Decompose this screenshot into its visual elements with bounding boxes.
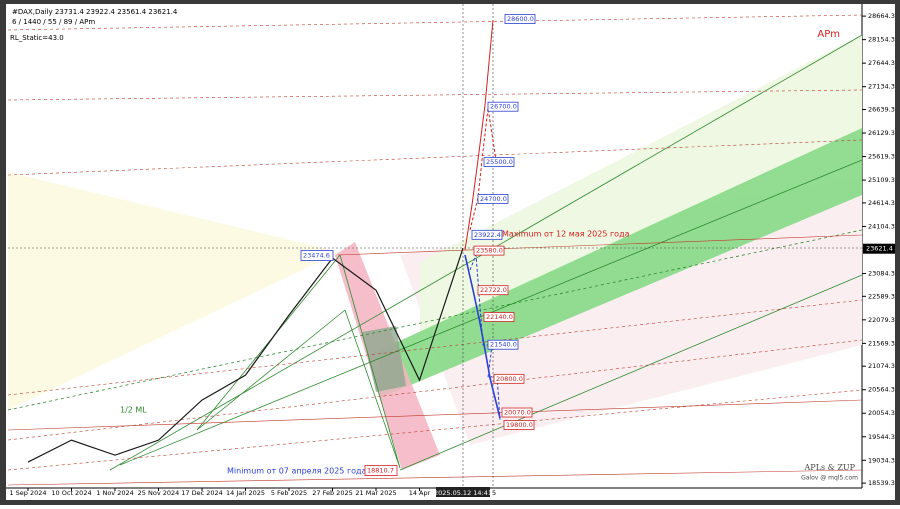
x-tick-label: 5 xyxy=(492,489,496,497)
level-box xyxy=(477,285,509,296)
cursor-date-box xyxy=(436,487,490,497)
level-box xyxy=(487,339,519,350)
y-tick-label: 21569.3 xyxy=(868,339,895,347)
x-tick-label: 21 Mar 2025 xyxy=(355,489,396,497)
price-label: 23621.4 xyxy=(866,245,893,253)
x-tick-label: 5 Feb 2025 xyxy=(271,489,307,497)
x-tick-label: 1 Nov 2024 xyxy=(96,489,134,497)
credits: APLs & ZUP xyxy=(804,463,856,472)
level-box xyxy=(504,14,536,24)
header-symbol: #DAX,Daily 23731.4 23922.4 23561.4 23621… xyxy=(12,8,178,16)
upper-zigzag xyxy=(469,107,497,231)
indicator-name: APm xyxy=(817,29,840,40)
y-tick-label: 23084.3 xyxy=(868,269,895,277)
level-box xyxy=(487,101,519,112)
x-tick-label: 27 Feb 2025 xyxy=(312,489,352,497)
x-tick-label: 10 Oct 2024 xyxy=(51,489,91,497)
y-tick-label: 26129.3 xyxy=(868,129,895,137)
level-label: 24700.0 xyxy=(480,195,507,203)
level-label: 22140.0 xyxy=(486,313,513,321)
level-box xyxy=(477,194,509,204)
level-label: 26700.0 xyxy=(490,103,517,111)
level-label: 20800.0 xyxy=(496,375,523,383)
level-box xyxy=(471,229,503,240)
high-box xyxy=(300,250,334,261)
x-tick-label: 14 Jan 2025 xyxy=(226,489,265,497)
y-tick-label: 27134.3 xyxy=(868,83,895,91)
level-label: 19800.0 xyxy=(506,421,533,429)
y-tick-label: 19034.3 xyxy=(868,456,895,464)
low-label: 18810.7 xyxy=(367,467,394,475)
header-params: 6 / 1440 / 55 / 89 / APm xyxy=(12,18,95,26)
y-tick-label: 25619.3 xyxy=(868,153,895,161)
level-box xyxy=(483,312,515,322)
header-static: RL_Static=43.0 xyxy=(10,34,64,42)
cursor-lines xyxy=(8,4,862,488)
x-tick-label: 25 Nov 2024 xyxy=(138,489,180,497)
median-label: 1/2 ML xyxy=(120,406,147,415)
y-tick-label: 25109.3 xyxy=(868,176,895,184)
level-label: 22722.0 xyxy=(480,286,507,294)
x-tick-label: 1 Sep 2024 xyxy=(9,489,46,497)
level-label: 23922.4 xyxy=(474,231,501,239)
y-tick-label: 24104.3 xyxy=(868,222,895,230)
y-tick-label: 20054.3 xyxy=(868,409,895,417)
y-tick-label: 19544.3 xyxy=(868,433,895,441)
green-band xyxy=(380,128,862,398)
red-lines xyxy=(7,14,863,486)
y-tick-label: 24614.3 xyxy=(868,199,895,207)
level-box xyxy=(483,157,515,167)
x-tick-label: 17 Dec 2024 xyxy=(181,489,223,497)
y-tick-label: 26639.3 xyxy=(868,106,895,114)
level-label: 23580.0 xyxy=(476,247,503,255)
y-tick-label: 28664.3 xyxy=(868,12,895,20)
y-tick-label: 28154.3 xyxy=(868,36,895,44)
price-line xyxy=(27,247,464,463)
fan-zone xyxy=(8,172,340,410)
y-tick-label: 18539.3 xyxy=(868,479,895,487)
level-box xyxy=(493,373,525,384)
level-label: 28600.0 xyxy=(507,15,534,23)
gray-box xyxy=(362,326,406,392)
x-tick-label: 14 Apr xyxy=(409,489,431,497)
price-box xyxy=(863,243,895,254)
x-tick-label: 2025.05.12 14:41 xyxy=(434,489,492,497)
high-label: 23474.6 xyxy=(303,251,330,259)
low-box xyxy=(364,465,398,476)
level-label: 20070.0 xyxy=(504,409,531,417)
level-label: 25500.0 xyxy=(486,158,513,166)
y-tick-label: 20564.3 xyxy=(868,386,895,394)
light-green-zone xyxy=(420,35,862,335)
y-tick-label: 21074.3 xyxy=(868,362,895,370)
maximum-note: Maximum от 12 мая 2025 года xyxy=(502,230,630,239)
level-box xyxy=(503,420,535,430)
y-tick-label: 27644.3 xyxy=(868,59,895,67)
level-label: 21540.0 xyxy=(490,341,517,349)
credits-sub: Galov @ mql5.com xyxy=(801,475,858,482)
y-tick-label: 22589.3 xyxy=(868,292,895,300)
minimum-note: Minimum от 07 апреля 2025 года xyxy=(227,467,367,476)
level-box xyxy=(501,407,533,418)
y-tick-label: 22079.3 xyxy=(868,316,895,324)
level-box xyxy=(473,245,505,256)
upper-projection xyxy=(464,19,494,251)
